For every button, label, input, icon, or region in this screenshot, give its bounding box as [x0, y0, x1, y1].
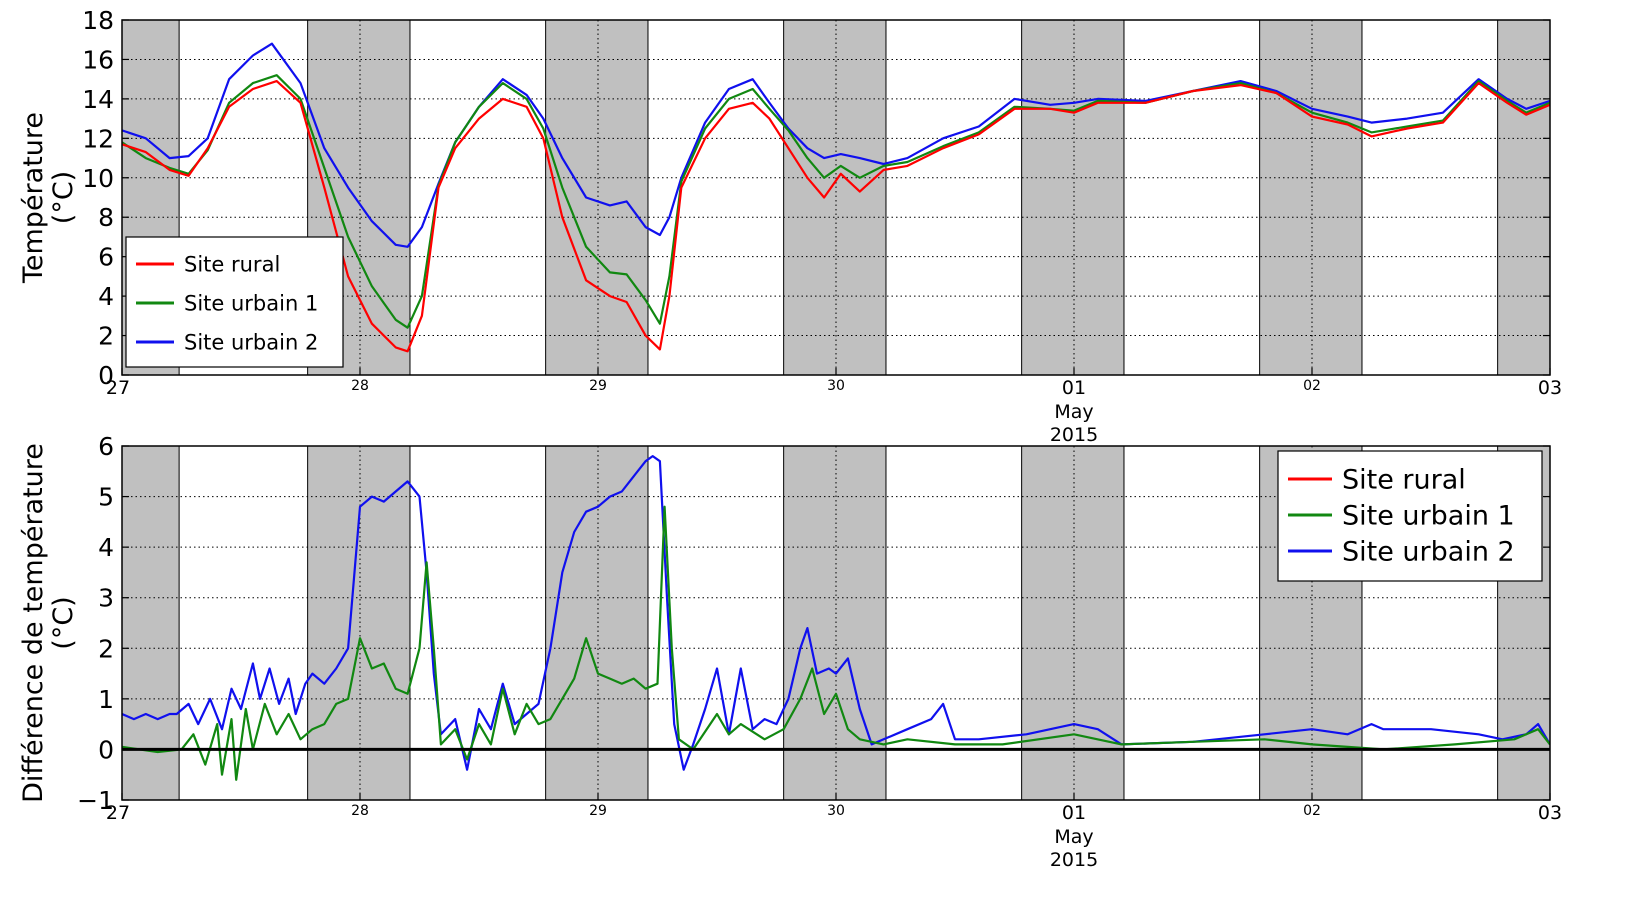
x-year-label: 2015: [1050, 849, 1098, 871]
x-tick-label: 02: [1303, 378, 1321, 394]
y-axis-label: Différence de température: [18, 443, 49, 803]
y-axis-unit-label: (°C): [48, 596, 79, 649]
y-tick-label: 0: [98, 361, 114, 390]
x-tick-label: 03: [1538, 377, 1562, 399]
y-tick-label: 14: [82, 85, 114, 114]
legend-label: Site urbain 1: [1342, 501, 1515, 532]
series-line-site-urbain-2: [122, 42, 1550, 248]
night-band: [1497, 19, 1551, 376]
legend-label: Site rural: [1342, 465, 1466, 496]
y-tick-label: 8: [98, 203, 114, 232]
legend-label: Site urbain 1: [184, 292, 318, 316]
y-tick-label: 4: [98, 533, 114, 562]
y-tick-label: 3: [98, 584, 114, 613]
x-tick-label: 29: [589, 803, 607, 819]
y-tick-label: 18: [82, 6, 114, 35]
y-tick-label: 2: [98, 322, 114, 351]
y-tick-label: 4: [98, 282, 114, 311]
x-tick-label: 28: [351, 803, 369, 819]
y-tick-label: 6: [98, 243, 114, 272]
legend-label: Site urbain 2: [184, 331, 318, 355]
night-band: [783, 445, 887, 801]
night-band: [121, 445, 180, 801]
y-tick-label: 0: [98, 735, 114, 764]
x-tick-label: 28: [351, 378, 369, 394]
night-band: [307, 445, 411, 801]
y-tick-label: 16: [82, 45, 114, 74]
night-band: [783, 19, 887, 376]
night-band: [1021, 445, 1125, 801]
night-band: [545, 19, 649, 376]
x-tick-label: 01: [1062, 802, 1086, 824]
y-tick-label: 1: [98, 685, 114, 714]
legend-label: Site rural: [184, 253, 280, 277]
x-tick-label: 01: [1062, 377, 1086, 399]
series-line-site-urbain-1: [122, 505, 1550, 781]
y-tick-label: −1: [77, 786, 114, 815]
y-tick-label: 5: [98, 483, 114, 512]
night-band: [1259, 19, 1363, 376]
x-tick-label: 30: [827, 803, 845, 819]
night-band: [1021, 19, 1125, 376]
x-tick-label: 27: [106, 802, 130, 824]
y-tick-label: 10: [82, 164, 114, 193]
y-tick-label: 2: [98, 634, 114, 663]
y-axis-label: Température: [18, 112, 49, 284]
x-year-label: 2015: [1050, 424, 1098, 446]
x-tick-label: 29: [589, 378, 607, 394]
y-tick-label: 12: [82, 124, 114, 153]
x-tick-label: 03: [1538, 802, 1562, 824]
x-tick-label: 27: [106, 377, 130, 399]
series-line-site-urbain-2: [122, 455, 1550, 771]
night-band: [545, 445, 649, 801]
x-month-label: May: [1054, 826, 1093, 848]
y-tick-label: 6: [98, 432, 114, 461]
series-line-site-urbain-1: [122, 74, 1550, 329]
x-tick-label: 02: [1303, 803, 1321, 819]
y-axis-unit-label: (°C): [48, 171, 79, 224]
x-tick-label: 30: [827, 378, 845, 394]
legend-label: Site urbain 2: [1342, 537, 1515, 568]
x-month-label: May: [1054, 401, 1093, 423]
